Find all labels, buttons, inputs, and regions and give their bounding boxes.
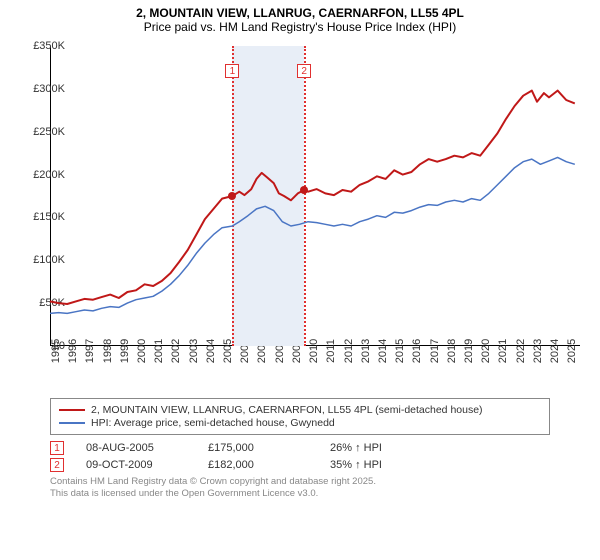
legend-label-hpi: HPI: Average price, semi-detached house,…: [91, 417, 335, 429]
sale-price: £175,000: [208, 442, 308, 454]
footer-line-2: This data is licensed under the Open Gov…: [50, 488, 550, 500]
sale-date: 09-OCT-2009: [86, 459, 186, 471]
sale-date: 08-AUG-2005: [86, 442, 186, 454]
sale-row: 1 08-AUG-2005 £175,000 26% ↑ HPI: [50, 441, 550, 455]
sale-marker-box-icon: 2: [50, 458, 64, 472]
sale-row: 2 09-OCT-2009 £182,000 35% ↑ HPI: [50, 458, 550, 472]
hpi-line: [50, 157, 575, 313]
property-price-line: [50, 91, 575, 304]
chart-area: £0£50K£100K£150K£200K£250K£300K£350K 199…: [0, 36, 600, 396]
legend-swatch-property: [59, 409, 85, 411]
sale-delta: 26% ↑ HPI: [330, 442, 430, 454]
title-line-2: Price paid vs. HM Land Registry's House …: [10, 20, 590, 34]
line-series: [50, 46, 580, 346]
legend-item-hpi: HPI: Average price, semi-detached house,…: [59, 417, 541, 429]
title-line-1: 2, MOUNTAIN VIEW, LLANRUG, CAERNARFON, L…: [10, 6, 590, 20]
sale-marker-box-icon: 1: [50, 441, 64, 455]
footer-line-1: Contains HM Land Registry data © Crown c…: [50, 476, 550, 488]
legend: 2, MOUNTAIN VIEW, LLANRUG, CAERNARFON, L…: [50, 398, 550, 435]
sale-summary: 1 08-AUG-2005 £175,000 26% ↑ HPI 2 09-OC…: [50, 441, 550, 472]
sale-price: £182,000: [208, 459, 308, 471]
chart-title: 2, MOUNTAIN VIEW, LLANRUG, CAERNARFON, L…: [0, 0, 600, 36]
footer-attribution: Contains HM Land Registry data © Crown c…: [50, 476, 550, 500]
legend-swatch-hpi: [59, 422, 85, 424]
legend-label-property: 2, MOUNTAIN VIEW, LLANRUG, CAERNARFON, L…: [91, 404, 483, 416]
legend-item-property: 2, MOUNTAIN VIEW, LLANRUG, CAERNARFON, L…: [59, 404, 541, 416]
sale-delta: 35% ↑ HPI: [330, 459, 430, 471]
